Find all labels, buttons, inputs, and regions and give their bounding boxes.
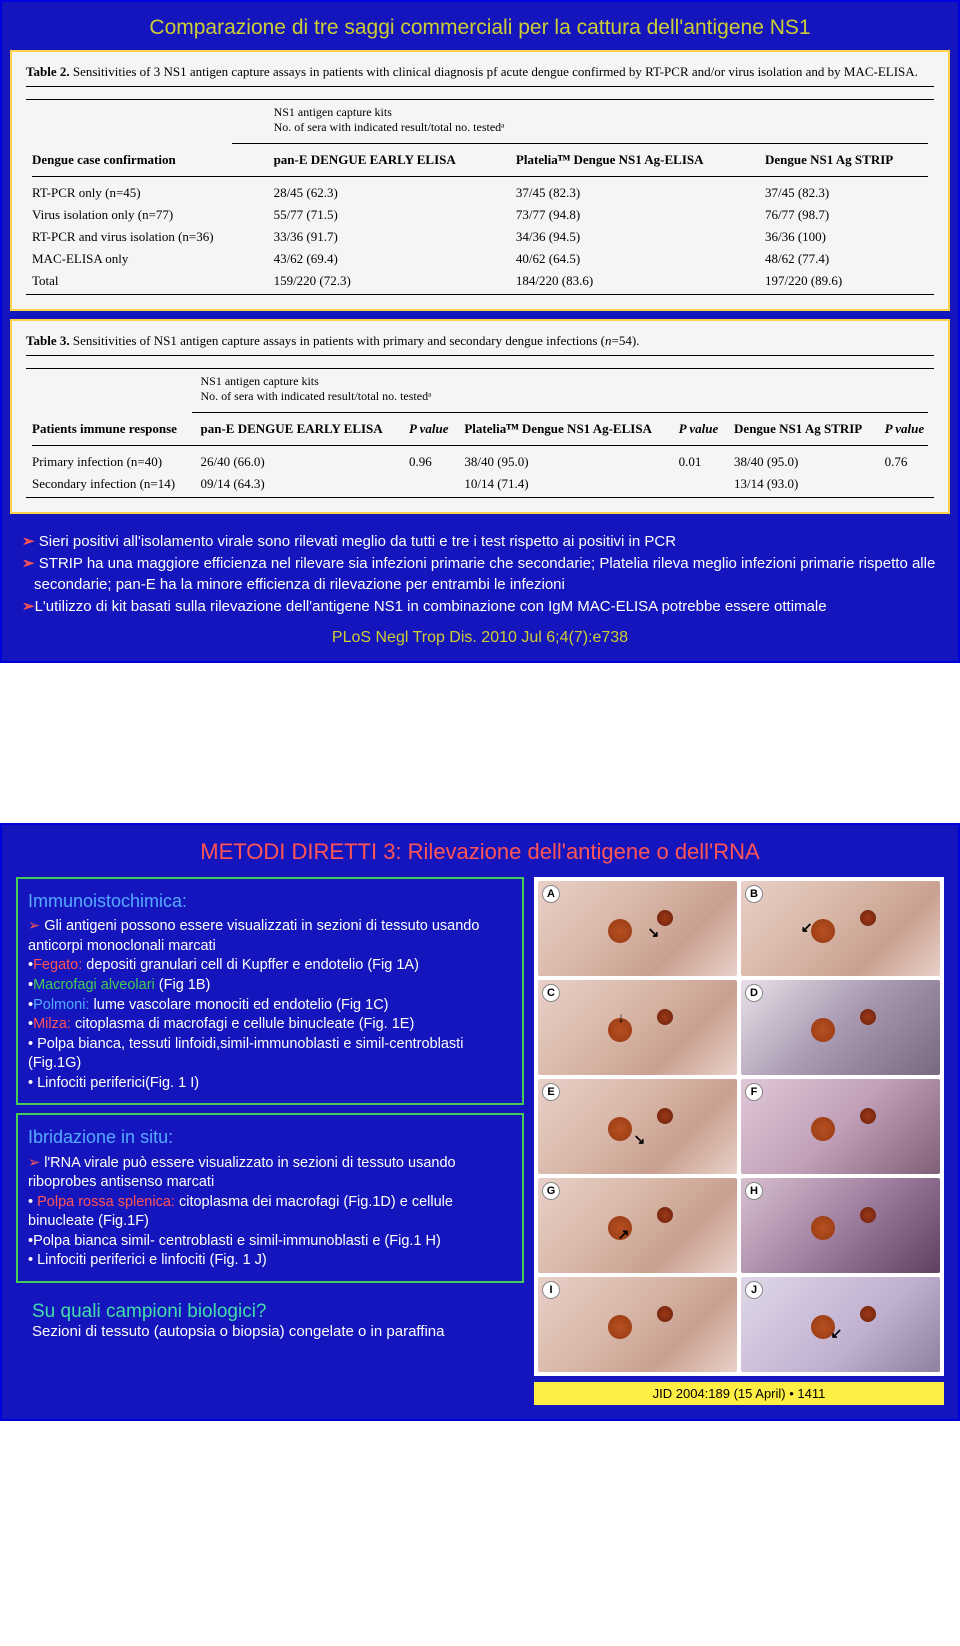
table3-caption-text: Sensitivities of NS1 antigen capture ass…	[73, 333, 640, 348]
p2-l3: •Polpa bianca simil- centroblasti e simi…	[28, 1232, 512, 1252]
p1-l5b: citoplasma di macrofagi e cellule binucl…	[71, 1016, 414, 1032]
micrograph-g: G↗	[538, 1178, 737, 1273]
slide-1: Comparazione di tre saggi commerciali pe…	[0, 0, 960, 663]
jid-citation: JID 2004:189 (15 April) • 1411	[534, 1382, 944, 1405]
table-row: RT-PCR and virus isolation (n=36)33/36 (…	[26, 226, 934, 248]
p1-l7: • Linfociti periferici(Fig. 1 I)	[28, 1074, 512, 1094]
table-row: Virus isolation only (n=77)55/77 (71.5)7…	[26, 204, 934, 226]
t3-pv3: P value	[879, 418, 934, 440]
micrograph-c: C↓	[538, 980, 737, 1075]
p1-l2b: depositi granulari cell di Kupffer e end…	[82, 957, 419, 973]
bullet-3: L'utilizzo di kit basati sulla rilevazio…	[35, 598, 827, 615]
micrograph-j: J↙	[741, 1277, 940, 1372]
micrograph-f: F	[741, 1079, 940, 1174]
table-row: Secondary infection (n=14) 09/14 (64.3) …	[26, 473, 934, 495]
question-block: Su quali campioni biologici? Sezioni di …	[16, 1291, 524, 1346]
immunohistochem-panel: Immunoistochimica: ➢ Gli antigeni posson…	[16, 877, 524, 1105]
slide-2: METODI DIRETTI 3: Rilevazione dell'antig…	[0, 823, 960, 1421]
table-row: MAC-ELISA only43/62 (69.4)40/62 (64.5)48…	[26, 248, 934, 270]
table2: NS1 antigen capture kits No. of sera wit…	[26, 102, 934, 292]
p1-l5a: Milza:	[33, 1016, 71, 1032]
table-row: Total159/220 (72.3)184/220 (83.6)197/220…	[26, 270, 934, 292]
slide2-title: METODI DIRETTI 3: Rilevazione dell'antig…	[10, 833, 950, 877]
table3-box: Table 3. Sensitivities of NS1 antigen ca…	[10, 319, 950, 514]
bullets: ➢ Sieri positivi all'isolamento virale s…	[10, 522, 950, 625]
table2-box: Table 2. Table 2. Sensitivities of 3 NS1…	[10, 50, 950, 311]
p1-l1: Gli antigeni possono essere visualizzati…	[28, 918, 479, 954]
p2-l4: • Linfociti periferici e linfociti (Fig.…	[28, 1251, 512, 1271]
micrograph-e: E↘	[538, 1079, 737, 1174]
t2-c0: Dengue case confirmation	[26, 149, 268, 171]
t3-c1: pan-E DENGUE EARLY ELISA	[194, 418, 402, 440]
t3-c0: Patients immune response	[26, 418, 194, 440]
hybridization-panel: Ibridazione in situ: ➢ l'RNA virale può …	[16, 1113, 524, 1283]
p1-l4a: Polmoni:	[33, 997, 89, 1013]
p1-l2a: Fegato:	[33, 957, 82, 973]
table-row: RT-PCR only (n=45)28/45 (62.3)37/45 (82.…	[26, 182, 934, 204]
bullet-1: Sieri positivi all'isolamento virale son…	[39, 533, 676, 550]
t2-c1: pan-E DENGUE EARLY ELISA	[268, 149, 510, 171]
slide1-title: Comparazione di tre saggi commerciali pe…	[10, 10, 950, 50]
t3-kits2: No. of sera with indicated result/total …	[200, 389, 431, 403]
p2-l1: l'RNA virale può essere visualizzato in …	[28, 1155, 456, 1191]
p1-l3b: (Fig 1B)	[155, 977, 211, 993]
question-sub: Sezioni di tessuto (autopsia o biopsia) …	[32, 1323, 508, 1340]
t2-c2: Plateliaᵀᴹ Dengue NS1 Ag-ELISA	[510, 149, 759, 171]
micrograph-a: A↘	[538, 881, 737, 976]
p1-l6: • Polpa bianca, tessuti linfoidi,simil-i…	[28, 1035, 512, 1074]
p1-l4b: lume vascolare monociti ed endotelio (Fi…	[90, 997, 389, 1013]
micrograph-h: H	[741, 1178, 940, 1273]
question-text: Su quali campioni biologici?	[32, 1301, 508, 1323]
t3-c2: Plateliaᵀᴹ Dengue NS1 Ag-ELISA	[458, 418, 672, 440]
t3-pv1: P value	[403, 418, 458, 440]
micrograph-i: I	[538, 1277, 737, 1372]
bullet-2: STRIP ha una maggiore efficienza nel ril…	[34, 555, 935, 592]
t2-kits2: No. of sera with indicated result/total …	[274, 120, 505, 134]
p2-l2a: Polpa rossa splenica:	[37, 1194, 175, 1210]
micrograph-d: D	[741, 980, 940, 1075]
t3-pv2: P value	[673, 418, 728, 440]
t2-c3: Dengue NS1 Ag STRIP	[759, 149, 934, 171]
table3: NS1 antigen capture kits No. of sera wit…	[26, 371, 934, 495]
slide1-citation: PLoS Negl Trop Dis. 2010 Jul 6;4(7):e738	[10, 625, 950, 653]
t3-c3: Dengue NS1 Ag STRIP	[728, 418, 879, 440]
p1-l3a: Macrofagi alveolari	[33, 977, 155, 993]
table3-caption: Table 3. Sensitivities of NS1 antigen ca…	[26, 333, 934, 349]
micrograph-grid: A↘ B↙ C↓ D E↘ F G↗ H I J↙	[534, 877, 944, 1376]
t3-kits1: NS1 antigen capture kits	[200, 374, 318, 388]
panel2-head: Ibridazione in situ:	[28, 1125, 512, 1149]
panel1-head: Immunoistochimica:	[28, 889, 512, 913]
table2-caption-text-visible: Sensitivities of 3 NS1 antigen capture a…	[73, 64, 918, 79]
t2-kits1: NS1 antigen capture kits	[274, 105, 392, 119]
micrograph-b: B↙	[741, 881, 940, 976]
table2-caption: Table 2. Table 2. Sensitivities of 3 NS1…	[26, 64, 934, 80]
table-row: Primary infection (n=40) 26/40 (66.0) 0.…	[26, 451, 934, 473]
